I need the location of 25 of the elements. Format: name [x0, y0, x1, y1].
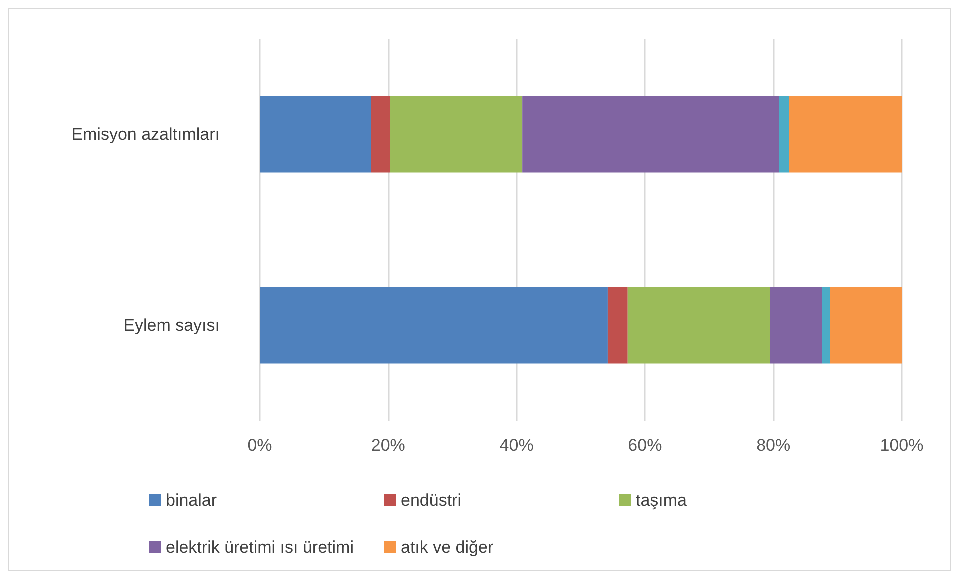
x-tick-label: 80%: [756, 436, 791, 455]
x-tick-label: 0%: [248, 436, 272, 455]
bar: [789, 96, 902, 173]
bar: [822, 287, 830, 364]
x-tick-label: 100%: [880, 436, 924, 455]
bar: [779, 96, 790, 173]
bar: [390, 96, 523, 173]
y-tick-label: Emisyon azaltımları: [72, 125, 220, 144]
bar: [522, 96, 780, 173]
legend-label: taşıma: [636, 491, 688, 510]
legend-label: endüstri: [401, 491, 462, 510]
bar: [830, 287, 902, 364]
x-tick-label: 20%: [371, 436, 406, 455]
bar: [608, 287, 628, 364]
legend-label: atık ve diğer: [401, 538, 494, 557]
y-tick-label: Eylem sayısı: [124, 316, 220, 335]
x-tick-label: 60%: [628, 436, 662, 455]
bar: [260, 96, 372, 173]
legend-label: binalar: [166, 491, 218, 510]
bar: [628, 287, 770, 364]
legend-label: elektrik üretimi ısı üretimi: [166, 538, 354, 557]
bar: [770, 287, 822, 364]
x-tick-label: 40%: [500, 436, 534, 455]
bar: [371, 96, 390, 173]
bar: [260, 287, 608, 364]
